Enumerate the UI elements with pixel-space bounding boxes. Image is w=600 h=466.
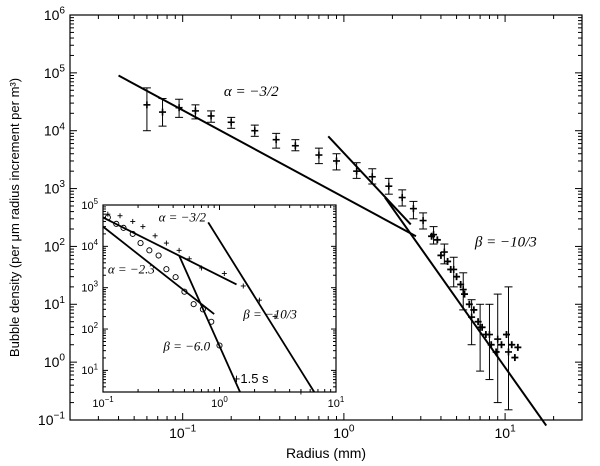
inset-circle-point <box>113 220 120 227</box>
main-x-tick-label: 100 <box>333 424 355 441</box>
inset-plot-frame <box>102 204 337 393</box>
fit-line <box>327 135 412 226</box>
inset-circle-point <box>172 274 179 281</box>
annotation: α = −3/2 <box>224 84 279 100</box>
inset-circle-point <box>129 230 136 237</box>
inset-annotation: α = −3/2 <box>159 209 207 224</box>
main-y-tick-label: 105 <box>44 63 66 80</box>
main-y-tick-label: 106 <box>44 6 66 23</box>
inset-x-tick-label: 100 <box>211 395 228 410</box>
inset-y-tick-label: 104 <box>81 238 98 253</box>
inset-annotation: β = −6.0 <box>162 339 210 354</box>
main-y-tick-label: 101 <box>44 295 66 312</box>
inset-circle-point <box>155 252 162 259</box>
inset-fit-line <box>207 221 315 393</box>
inset-circle-point <box>216 342 223 349</box>
inset-circle-point <box>120 224 127 231</box>
inset-circle-point <box>181 288 188 295</box>
inset-annotation: β = −10/3 <box>242 306 297 321</box>
main-plot-frame <box>69 14 583 421</box>
main-x-tick-label: 10−1 <box>169 424 196 441</box>
inset-circle-point <box>163 266 170 273</box>
inset-circle-point <box>190 301 197 308</box>
inset-circle-point <box>208 318 215 325</box>
fit-line <box>118 74 417 238</box>
main-y-tick-label: 102 <box>44 237 66 254</box>
inset-y-tick-label: 101 <box>81 362 98 377</box>
inset-y-tick-label: 102 <box>81 321 98 336</box>
main-y-tick-label: 103 <box>44 179 66 196</box>
y-axis-label: Bubble density (per μm radius increment … <box>7 78 22 357</box>
inset-circle-point <box>146 247 153 254</box>
inset-fit-line <box>102 225 215 315</box>
inset-y-tick-label: 103 <box>81 280 98 295</box>
inset-fit-line <box>102 216 237 286</box>
inset-circle-point <box>199 306 206 313</box>
inset-annotation: +1.5 s <box>233 371 269 386</box>
inset-chart: 10−1 100 101 101 102 103 104 105 α = −3/2 α = −2.… <box>81 197 345 410</box>
main-y-tick-label: 104 <box>44 121 66 138</box>
fit-line <box>384 196 548 427</box>
inset-x-tick-label: 101 <box>328 395 345 410</box>
main-y-tick-label: 10−1 <box>38 411 65 428</box>
annotation: β = −10/3 <box>474 234 537 250</box>
main-x-tick-label: 101 <box>494 424 516 441</box>
inset-x-tick-label: 10−1 <box>92 395 114 410</box>
inset-annotation: α = −2.3 <box>108 262 156 277</box>
x-axis-label: Radius (mm) <box>286 445 366 461</box>
inset-y-tick-label: 105 <box>81 197 98 212</box>
inset-circle-point <box>137 240 144 247</box>
inset-background <box>103 205 336 392</box>
main-y-tick-label: 100 <box>44 353 66 370</box>
